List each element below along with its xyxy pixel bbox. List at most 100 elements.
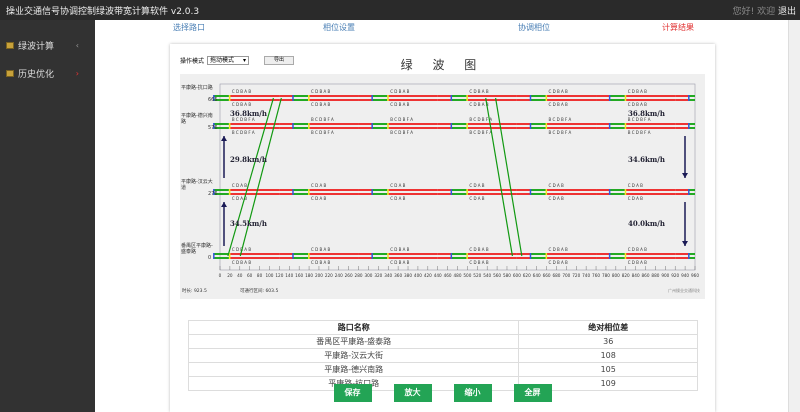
phase-letters: C D A B [232,183,247,188]
red-phase [675,95,690,97]
red-phase [387,99,438,101]
red-phase [596,257,610,259]
red-phase [596,99,610,101]
speed-down-label: 40.0km/h [628,219,665,228]
green-phase [214,127,229,129]
x-tick-label: 320 [374,273,382,278]
red-phase [466,253,517,255]
step-phase-settings[interactable]: 相位设置 [323,23,355,32]
phase-letters: C D A B [469,196,484,201]
green-phase [689,257,695,259]
phase-letters: C D B A B [390,260,409,265]
export-button[interactable]: 导出 [264,56,295,65]
phase-letters: B C D B F A [628,130,651,135]
x-tick-label: 140 [285,273,293,278]
speed-down-label: 34.6km/h [628,155,665,164]
red-phase [437,189,452,191]
phase-marker [466,123,468,129]
red-phase [624,99,676,101]
green-phase [293,99,309,101]
phase-diff-cell: 105 [518,362,698,377]
phase-letters: B C D B F A [390,117,413,122]
green-phase [530,127,546,129]
mode-select[interactable]: 拖动模式 [207,56,250,65]
grid-icon [6,41,14,49]
phase-marker [466,95,468,101]
phase-marker [228,95,231,101]
phase-letters: C D B A B [390,89,409,94]
x-tick-label: 240 [335,273,343,278]
phase-letters: C D B A B [469,247,488,252]
red-phase [308,95,359,97]
fullscreen-button[interactable]: 全屏 [513,384,552,402]
logout-link[interactable]: 退出 [777,7,796,17]
green-phase [609,253,625,255]
green-phase [372,193,388,195]
phase-letters: C D A B [549,183,564,188]
footer-duration: 时长: 923.5 [182,287,207,294]
table-row: 平康路-汉云大街 108 [187,348,698,363]
phase-marker [292,123,294,129]
x-tick-label: 40 [237,273,243,278]
x-tick-label: 80 [257,273,263,278]
green-phase [372,189,388,191]
x-tick-label: 360 [394,273,402,278]
phase-marker [292,95,294,101]
phase-marker [228,253,231,259]
phase-marker [213,253,215,259]
green-phase [530,123,546,125]
sidebar-item-history[interactable]: 历史优化 › [0,62,95,84]
green-phase [293,193,309,195]
red-phase [358,257,373,259]
green-phase [451,99,467,101]
red-phase [308,189,359,191]
scrollbar[interactable] [788,20,800,412]
phase-marker [545,189,548,195]
green-phase [214,193,229,195]
speed-up-label: 36.8km/h [230,109,267,118]
x-tick-label: 180 [305,273,313,278]
zoom-in-button[interactable]: 放大 [393,384,432,402]
arrow-up-icon [221,202,227,207]
footer-range: 可通行区间: 603.5 [240,287,278,294]
phase-marker [213,189,215,195]
chevron-right-icon: › [75,68,79,78]
green-phase [689,253,695,255]
phase-marker [371,95,373,101]
sidebar-item-label: 历史优化 [18,69,55,80]
red-phase [308,99,359,101]
step-results[interactable]: 计算结果 [662,23,694,32]
green-phase [214,95,229,97]
green-phase [609,189,625,191]
phase-marker [545,253,548,259]
red-phase [675,123,690,125]
green-phase [609,123,625,125]
red-phase [516,257,531,259]
green-phase [214,189,229,191]
row-distance: 665 [208,97,218,103]
green-band-line [227,97,275,257]
green-phase [609,127,625,129]
x-tick-label: 540 [483,273,491,278]
step-coord-phase[interactable]: 协调相位 [518,23,550,32]
speed-up-label: 34.5km/h [230,219,267,228]
result-card: 绿 波 图 操作模式 拖动模式 导出 C D B A BC D B A BC D… [170,44,715,412]
phase-letters: B C D B F A [232,117,255,122]
step-select-intersection[interactable]: 选择路口 [173,23,205,32]
phase-letters: C D B A B [232,89,251,94]
red-phase [358,189,373,191]
green-phase [609,99,625,101]
phase-letters: B C D B F A [232,130,255,135]
x-tick-label: 380 [404,273,412,278]
red-phase [545,99,597,101]
save-button[interactable]: 保存 [333,384,372,402]
phase-letters: C D A B [549,196,564,201]
sidebar-item-green-wave[interactable]: 绿波计算 ‹ [0,34,95,56]
phase-letters: C D A B [390,183,405,188]
red-phase [387,257,438,259]
table-row: 番禺区平康路-盛泰路 36 [187,334,698,349]
user-greeting: 您好! 欢迎 [732,7,776,17]
green-phase [214,253,229,255]
zoom-out-button[interactable]: 缩小 [453,384,492,402]
red-phase [358,127,373,129]
